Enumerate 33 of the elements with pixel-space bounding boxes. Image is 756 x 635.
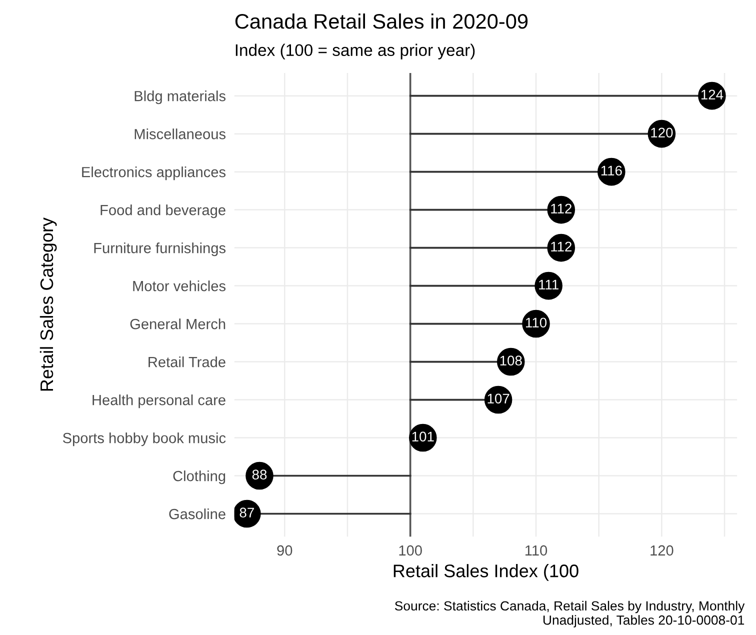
y-tick-label: Health personal care xyxy=(92,394,226,408)
data-label: 107 xyxy=(488,394,510,404)
y-tick-label: Food and beverage xyxy=(100,204,226,218)
x-tick-label: 90 xyxy=(277,545,292,556)
data-label: 112 xyxy=(551,204,572,214)
data-label: 120 xyxy=(651,128,673,138)
x-tick-label: 110 xyxy=(525,545,548,556)
y-tick-label: Furniture furnishings xyxy=(94,242,226,256)
y-tick-label: Electronics appliances xyxy=(82,166,226,180)
data-label: 112 xyxy=(551,242,572,252)
y-tick-label: Sports hobby book music xyxy=(62,432,226,446)
source-note: Source: Statistics Canada, Retail Sales by Industry, Monthly Unadjusted, Tables 20-10-0008-01 xyxy=(394,600,745,628)
data-label: 110 xyxy=(526,318,547,328)
y-tick-label: Bldg materials xyxy=(134,90,226,104)
chart-title: Canada Retail Sales in 2020-09 xyxy=(235,13,528,29)
x-tick-label: 100 xyxy=(399,545,422,556)
y-tick-label: Miscellaneous xyxy=(134,128,226,140)
data-label: 108 xyxy=(500,356,522,366)
data-label: 111 xyxy=(539,280,558,290)
y-tick-label: Clothing xyxy=(173,470,226,484)
chart-subtitle: Index (100 = same as prior year) xyxy=(236,44,475,60)
y-axis-title: Retail Sales Category xyxy=(40,218,57,391)
x-axis-title: Retail Sales Index (100 xyxy=(394,564,578,581)
data-label: 88 xyxy=(252,470,267,480)
data-label: 101 xyxy=(412,432,434,442)
y-tick-label: General Merch xyxy=(130,318,226,330)
y-tick-label: Motor vehicles xyxy=(133,280,226,292)
y-tick-label: Gasoline xyxy=(169,508,226,520)
y-tick-label: Retail Trade xyxy=(148,356,226,368)
data-label: 116 xyxy=(601,166,622,176)
data-label: 87 xyxy=(240,508,254,518)
x-tick-label: 120 xyxy=(650,545,674,556)
data-label: 124 xyxy=(701,90,724,100)
